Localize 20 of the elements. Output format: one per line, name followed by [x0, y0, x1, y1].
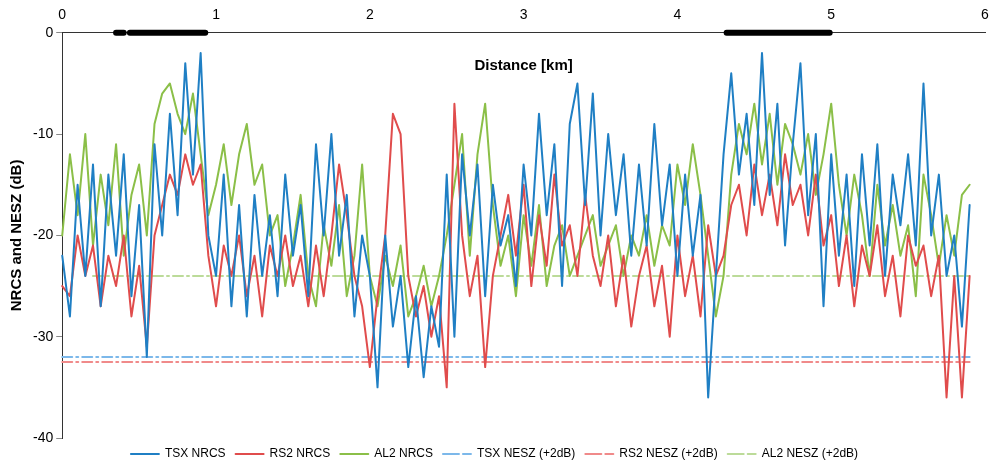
y-tick-label: 0	[45, 23, 54, 40]
legend-label: AL2 NRCS	[374, 446, 433, 461]
legend-label: RS2 NESZ (+2dB)	[619, 446, 718, 461]
y-tick-label: -30	[33, 327, 54, 344]
x-tick-label: 5	[827, 6, 836, 23]
x-tick-label: 0	[58, 6, 67, 23]
x-tick-label: 6	[981, 6, 990, 23]
y-tick-label: -10	[33, 124, 54, 141]
x-tick-label: 4	[673, 6, 682, 23]
y-tick-label: -20	[33, 226, 54, 243]
x-tick-label: 3	[519, 6, 528, 23]
x-axis-title: Distance [km]	[474, 55, 573, 73]
legend-label: TSX NESZ (+2dB)	[476, 446, 576, 461]
legend-label: RS2 NRCS	[269, 446, 331, 461]
legend-label: AL2 NESZ (+2dB)	[761, 446, 859, 461]
y-axis-title: NRCS and NESZ (dB)	[7, 159, 25, 312]
x-tick-label: 1	[212, 6, 221, 23]
x-tick-label: 2	[365, 6, 374, 23]
y-tick-label: -40	[33, 428, 54, 445]
legend-label: TSX NRCS	[164, 446, 226, 461]
